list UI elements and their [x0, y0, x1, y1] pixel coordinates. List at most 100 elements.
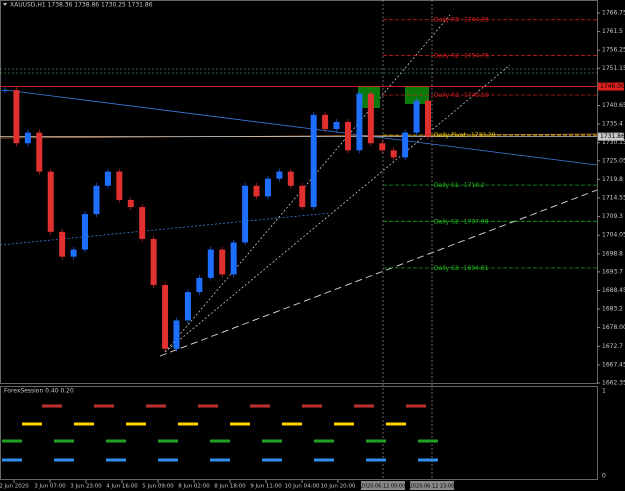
y-tick-label: 1719.8	[602, 176, 623, 183]
y-tick-label: 1730.15	[602, 139, 625, 146]
x-tick-label: 2 Jun 2020	[0, 484, 29, 490]
candle	[242, 185, 249, 243]
candle	[219, 249, 226, 275]
cursor-label: 2020.06.12 23:00	[410, 484, 455, 490]
pivot-value: 1764.85	[464, 16, 489, 23]
candle	[299, 185, 306, 208]
candle	[162, 285, 169, 349]
pivot-value: 1743.59	[464, 92, 489, 99]
pivot-label: Daily R3: 1764.85	[434, 16, 489, 23]
pivot-name: Daily S1:	[434, 182, 461, 189]
pivot-value: 1694.81	[464, 264, 489, 271]
y-tick-label: 1756.25	[602, 47, 625, 54]
candle	[287, 171, 294, 186]
candle	[413, 100, 420, 133]
price-box-label: 1731.86	[600, 133, 625, 140]
candle	[47, 171, 54, 232]
indicator-title: ForexSession 0.40 0.20	[4, 388, 74, 395]
cursor-box	[361, 481, 405, 490]
trend-line	[159, 189, 598, 357]
pivot-name: Daily R2:	[434, 52, 461, 59]
candle	[264, 178, 271, 197]
trend-line	[0, 212, 331, 246]
candle	[93, 185, 100, 215]
candle	[253, 185, 260, 197]
y-tick-label: 1688.45	[602, 287, 625, 294]
candle	[402, 132, 409, 158]
x-tick-label: 8 Jun 18:00	[214, 484, 246, 490]
pivot-label: Daily R2: 1754.76	[434, 52, 489, 59]
indicator-frame	[0, 386, 598, 480]
pivot-label: Daily S1: 1718.2	[434, 182, 485, 189]
pivot-name: Daily S3:	[434, 264, 461, 271]
pivot-value: 1707.98	[464, 218, 489, 225]
x-tick-label: 4 Jun 16:00	[106, 484, 138, 490]
x-tick-label: 3 Jun 23:00	[70, 484, 102, 490]
pivot-value: 1718.2	[464, 182, 485, 189]
pivot-name: Daily Pivot:	[434, 132, 468, 139]
main-frame	[0, 0, 598, 384]
candle	[207, 249, 214, 278]
y-tick-label: 1766.75	[602, 10, 625, 17]
pivot-name: Daily R3:	[434, 16, 461, 23]
y-tick-label: 1683.2	[602, 306, 623, 313]
candle	[127, 199, 134, 208]
x-tick-label: 10 Jun 20:00	[321, 484, 356, 490]
title-arrow	[3, 3, 7, 6]
y-tick-label: 1735.4	[602, 121, 623, 128]
y-tick-label: 1667.45	[602, 361, 625, 368]
cursor-label: 2020.06.12 00:00	[361, 484, 406, 490]
pivot-label: Daily S3: 1694.81	[434, 264, 489, 271]
candle	[59, 231, 66, 257]
candle	[184, 292, 191, 321]
candle	[13, 90, 20, 144]
y-tick-label: 1704.05	[602, 232, 625, 239]
candle	[116, 171, 123, 200]
y-tick-label: 1693.7	[602, 268, 623, 275]
candle	[425, 100, 431, 137]
candle	[276, 171, 283, 179]
indicator-tick-label: 0	[602, 473, 606, 480]
candle	[24, 132, 31, 144]
y-tick-label: 1751.15	[602, 65, 625, 72]
candle	[150, 238, 157, 286]
y-tick-label: 1714.55	[602, 195, 625, 202]
cursor-box	[410, 481, 454, 490]
y-tick-label: 1761.5	[602, 28, 623, 35]
x-tick-label: 9 Jun 11:00	[250, 484, 282, 490]
candle	[379, 143, 386, 151]
y-tick-label: 1678.00	[602, 324, 625, 331]
candle	[173, 320, 180, 349]
candle	[139, 207, 146, 239]
candle	[36, 132, 43, 172]
candle	[322, 114, 329, 130]
candle	[344, 121, 351, 151]
x-tick-label: 10 Jun 04:00	[285, 484, 320, 490]
pivot-label: Daily Pivot: 1732.29	[434, 132, 496, 139]
candle	[70, 249, 77, 257]
x-tick-label: 5 Jun 09:00	[142, 484, 174, 490]
candle	[367, 93, 374, 144]
y-tick-label: 1725.05	[602, 157, 625, 164]
candle	[82, 214, 89, 250]
x-tick-label: 8 Jun 02:00	[178, 484, 210, 490]
price-box-label: 1746.00	[600, 83, 625, 90]
pivot-label: Daily R1: 1743.59	[434, 92, 489, 99]
candle	[230, 242, 237, 275]
candle	[310, 114, 317, 208]
y-tick-label: 1662.35	[602, 380, 625, 387]
chart-title: XAUUSD,H1 1738.36 1738.86 1730.25 1731.8…	[10, 2, 153, 9]
h-line	[0, 133, 598, 139]
channel-line	[164, 14, 451, 353]
candle	[2, 90, 8, 92]
y-tick-label: 1709.3	[602, 213, 623, 220]
pivot-name: Daily S2:	[434, 218, 461, 225]
candle	[104, 171, 111, 186]
candle	[390, 150, 397, 158]
candle	[196, 277, 203, 293]
y-tick-label: 1672.7	[602, 343, 623, 350]
price-box	[598, 82, 624, 91]
indicator-tick-label: 1	[602, 388, 606, 395]
